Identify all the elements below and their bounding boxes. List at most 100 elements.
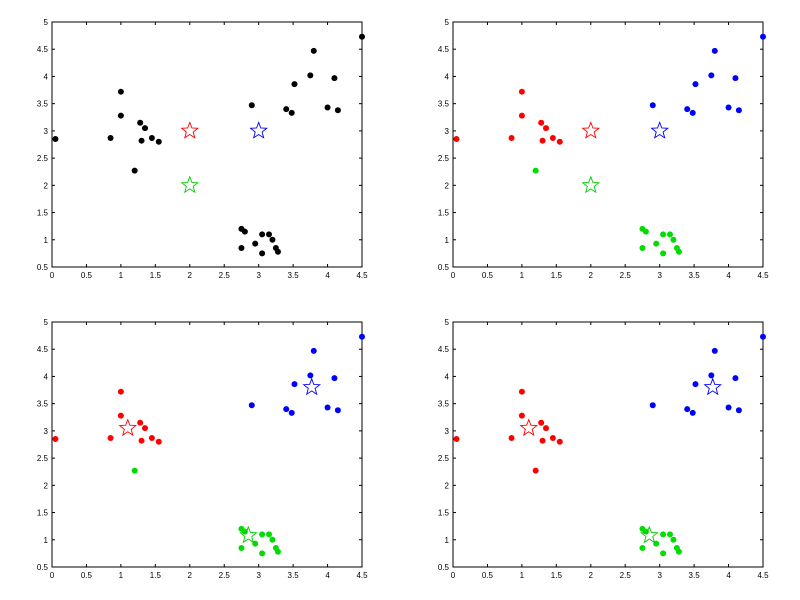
data-point bbox=[238, 544, 245, 551]
x-tick-label: 3 bbox=[256, 271, 261, 280]
plot-frame bbox=[51, 21, 363, 268]
y-tick-label: 0.5 bbox=[37, 263, 49, 272]
y-tick-label: 4 bbox=[445, 372, 450, 381]
plot-frame bbox=[51, 321, 363, 568]
data-point bbox=[238, 244, 245, 251]
y-tick-label: 4.5 bbox=[37, 45, 49, 54]
x-tick-label: 3.5 bbox=[689, 271, 701, 280]
y-tick-label: 2 bbox=[44, 181, 49, 190]
data-point bbox=[107, 434, 114, 441]
data-point bbox=[667, 531, 673, 538]
centroid-star-marker bbox=[239, 525, 258, 544]
data-point bbox=[288, 109, 295, 116]
data-point bbox=[148, 434, 155, 441]
data-point bbox=[324, 404, 331, 411]
data-point bbox=[283, 406, 290, 413]
data-point bbox=[138, 137, 145, 144]
centroid-star-marker bbox=[180, 175, 200, 194]
data-point bbox=[142, 125, 148, 132]
x-tick-label: 0 bbox=[451, 271, 456, 280]
data-point bbox=[725, 404, 732, 411]
data-point bbox=[549, 134, 556, 141]
data-point bbox=[148, 134, 155, 141]
x-tick-label: 2.5 bbox=[219, 271, 231, 280]
x-tick-label: 0 bbox=[50, 571, 55, 580]
centroid-star-marker bbox=[650, 121, 669, 139]
data-point bbox=[241, 228, 248, 235]
x-tick-label: 4.5 bbox=[356, 571, 368, 580]
data-point bbox=[259, 531, 266, 538]
x-tick-label: 1 bbox=[119, 271, 124, 280]
data-point bbox=[538, 119, 545, 126]
data-point bbox=[131, 167, 138, 174]
x-tick-label: 3.5 bbox=[288, 571, 300, 580]
data-point bbox=[653, 240, 660, 247]
y-tick-label: 1.5 bbox=[37, 509, 49, 518]
data-point bbox=[711, 47, 718, 54]
data-point bbox=[675, 248, 682, 255]
data-point bbox=[453, 136, 460, 143]
y-tick-label: 4.5 bbox=[438, 345, 450, 354]
data-point bbox=[52, 436, 59, 443]
x-tick-label: 2.5 bbox=[219, 571, 231, 580]
data-point bbox=[660, 250, 667, 257]
x-tick-label: 1.5 bbox=[150, 271, 162, 280]
data-point bbox=[549, 434, 556, 441]
data-point bbox=[642, 228, 649, 235]
y-tick-label: 1.5 bbox=[37, 209, 49, 218]
y-tick-label: 2.5 bbox=[37, 154, 49, 163]
y-tick-label: 0.5 bbox=[438, 563, 450, 572]
data-point bbox=[543, 125, 549, 132]
x-tick-label: 2.5 bbox=[620, 271, 632, 280]
data-point bbox=[556, 138, 563, 145]
y-tick-label: 5 bbox=[44, 18, 49, 27]
data-point bbox=[52, 136, 59, 143]
x-tick-label: 3.5 bbox=[689, 571, 701, 580]
data-point bbox=[107, 134, 114, 141]
y-tick-label: 2.5 bbox=[438, 454, 450, 463]
x-tick-label: 2 bbox=[188, 571, 193, 580]
centroid-star-marker bbox=[519, 418, 539, 437]
data-point bbox=[639, 244, 646, 251]
y-tick-label: 3.5 bbox=[438, 400, 450, 409]
data-point bbox=[269, 536, 276, 543]
data-point bbox=[259, 550, 266, 557]
data-point bbox=[274, 548, 281, 555]
data-point bbox=[732, 75, 739, 82]
x-tick-label: 2 bbox=[589, 571, 594, 580]
data-point bbox=[725, 104, 732, 111]
y-tick-label: 1.5 bbox=[438, 509, 450, 518]
data-point bbox=[642, 528, 649, 535]
data-point bbox=[117, 412, 124, 419]
data-point bbox=[259, 250, 266, 257]
data-point bbox=[670, 536, 677, 543]
y-tick-label: 2 bbox=[44, 481, 49, 490]
data-point bbox=[692, 81, 699, 88]
centroid-star-marker bbox=[581, 175, 601, 194]
x-tick-label: 1 bbox=[520, 571, 525, 580]
data-point bbox=[508, 434, 515, 441]
data-point bbox=[274, 248, 281, 255]
data-point bbox=[248, 102, 255, 109]
data-point bbox=[331, 75, 338, 82]
data-point bbox=[532, 467, 539, 474]
data-point bbox=[660, 231, 667, 238]
x-tick-label: 4 bbox=[726, 571, 731, 580]
centroid-star-marker bbox=[302, 377, 322, 396]
x-tick-label: 3 bbox=[657, 571, 662, 580]
data-point bbox=[266, 231, 272, 238]
y-tick-label: 3.5 bbox=[37, 100, 49, 109]
y-tick-label: 2 bbox=[445, 481, 450, 490]
x-tick-label: 0 bbox=[50, 271, 55, 280]
data-point bbox=[137, 419, 144, 426]
x-tick-label: 1.5 bbox=[150, 571, 162, 580]
data-point bbox=[283, 106, 290, 113]
centroid-star-marker bbox=[118, 418, 138, 437]
x-tick-label: 1.5 bbox=[551, 271, 563, 280]
data-point bbox=[639, 544, 646, 551]
plot-frame bbox=[452, 21, 764, 268]
data-point bbox=[708, 72, 715, 79]
data-point bbox=[684, 106, 691, 113]
data-point bbox=[649, 402, 656, 409]
data-point bbox=[117, 88, 124, 95]
